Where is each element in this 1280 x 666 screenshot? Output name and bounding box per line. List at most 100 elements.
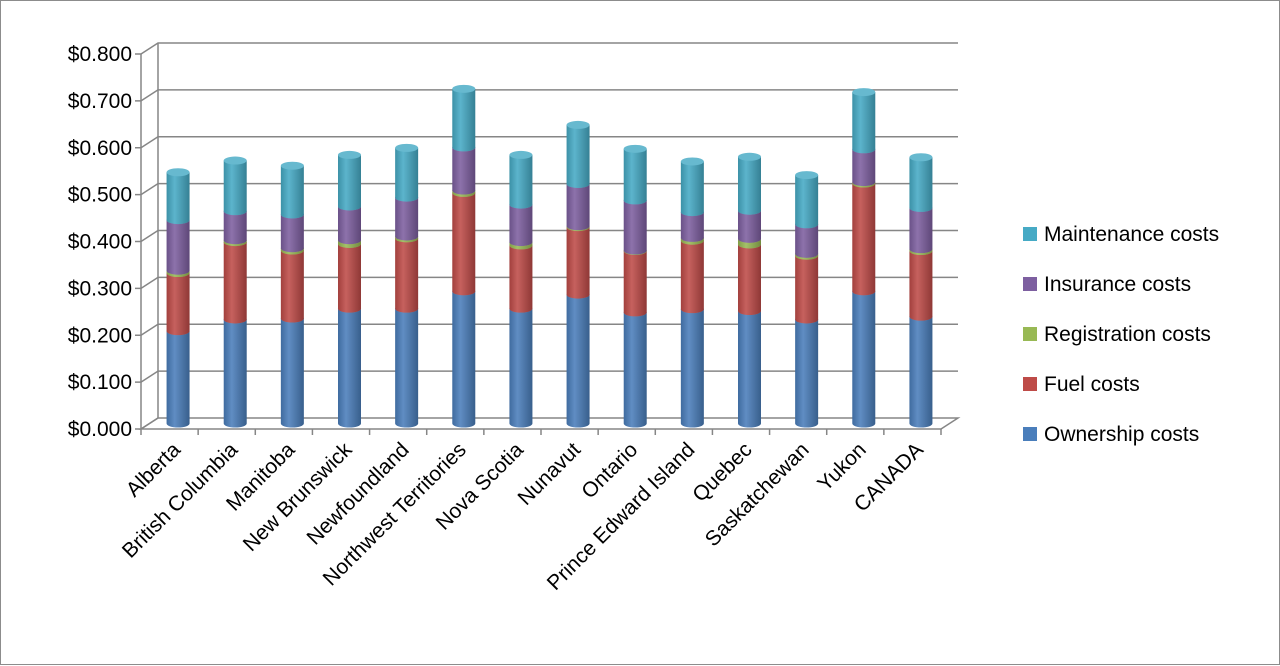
bar-segment — [280, 318, 304, 428]
bar-segment — [509, 204, 533, 247]
legend-swatch — [1023, 277, 1037, 291]
y-tick-label: $0.200 — [68, 324, 132, 347]
bar-segment-cap — [452, 84, 476, 93]
bar-segment — [623, 200, 647, 255]
bar-segment — [395, 147, 419, 202]
y-tick-label: $0.000 — [68, 418, 132, 441]
legend-item: Maintenance costs — [1023, 223, 1219, 246]
bar-segment — [623, 148, 647, 205]
bar-segment — [223, 211, 247, 245]
bar-segment — [738, 244, 761, 315]
legend-label: Ownership costs — [1044, 423, 1199, 446]
bar-segment — [452, 147, 476, 195]
bar-segment — [852, 92, 876, 154]
bar-stack — [566, 120, 590, 428]
legend-label: Registration costs — [1044, 323, 1211, 346]
legend-label: Maintenance costs — [1044, 223, 1219, 246]
bar-segment — [566, 183, 590, 231]
bar-segment — [166, 220, 190, 275]
gridline — [140, 42, 958, 55]
bar-stack — [909, 153, 933, 428]
gridline — [140, 370, 958, 383]
bar-segment — [680, 161, 704, 217]
legend-swatch — [1023, 327, 1037, 341]
bars — [166, 84, 933, 428]
bar-segment — [623, 312, 647, 428]
bar-segment — [680, 240, 704, 314]
y-axis-ticks: $0.000 $0.100 $0.200 $0.300 $0.400 $0.500 $0.6… — [68, 43, 942, 441]
bar-segment — [338, 154, 361, 211]
bar-segment-cap — [166, 168, 190, 177]
bar-stack — [395, 143, 419, 428]
bar-segment — [738, 156, 761, 215]
x-category-label: Newfoundland — [302, 438, 413, 549]
bar-segment — [738, 210, 761, 243]
x-category-label: Saskatchewan — [701, 438, 814, 551]
bar-stack — [509, 150, 533, 428]
chart-floor — [138, 417, 961, 430]
legend-swatch — [1023, 227, 1037, 241]
bar-segment — [223, 319, 247, 428]
bar-segment — [566, 294, 590, 428]
bar-segment-cap — [280, 161, 304, 170]
gridline — [140, 89, 958, 102]
gridline — [140, 136, 958, 149]
bar-segment — [280, 250, 304, 323]
bar-segment-cap — [223, 156, 247, 165]
legend-item: Insurance costs — [1023, 273, 1191, 296]
bar-stack — [452, 84, 476, 428]
bar-segment — [738, 311, 761, 428]
bar-segment — [395, 238, 419, 313]
gridlines — [140, 42, 958, 383]
bar-segment — [909, 207, 933, 254]
bar-segment — [566, 227, 590, 299]
legend-label: Fuel costs — [1044, 373, 1140, 396]
legend-item: Fuel costs — [1023, 373, 1140, 396]
bar-segment — [509, 154, 533, 209]
bar-segment — [223, 160, 247, 216]
y-tick-label: $0.500 — [68, 184, 132, 207]
bar-segment — [395, 308, 419, 428]
bar-segment — [452, 291, 476, 428]
bar-segment — [223, 242, 247, 324]
gridline — [140, 229, 958, 243]
bar-stack — [280, 161, 304, 428]
bar-segment — [166, 331, 190, 428]
bar-stack — [223, 156, 247, 428]
bar-segment — [166, 273, 190, 336]
bar-stack — [738, 152, 761, 428]
bar-stack — [338, 150, 361, 428]
x-category-label: Nunavut — [514, 438, 586, 510]
y-tick-label: $0.700 — [68, 90, 132, 113]
y-tick-label: $0.400 — [68, 231, 132, 254]
chart-walls — [138, 43, 961, 430]
bar-segment-cap — [395, 143, 419, 152]
bar-segment-cap — [795, 171, 819, 180]
bar-segment — [680, 212, 704, 242]
bar-segment-cap — [852, 88, 876, 97]
gridline — [140, 276, 958, 290]
bar-segment — [452, 192, 476, 296]
bar-stack — [623, 144, 647, 428]
legend-swatch — [1023, 427, 1037, 441]
legend-item: Registration costs — [1023, 323, 1211, 346]
bar-segment — [909, 251, 933, 321]
bar-segment-cap — [566, 120, 590, 129]
gridline — [140, 182, 958, 196]
bar-stack — [166, 168, 190, 428]
bar-segment-cap — [338, 150, 361, 159]
bar-segment — [280, 165, 304, 219]
bar-segment-cap — [909, 153, 933, 162]
bar-segment — [795, 255, 819, 324]
bar-segment — [395, 197, 419, 241]
bar-segment — [852, 183, 876, 296]
bar-stack — [852, 88, 876, 428]
bar-segment — [338, 243, 361, 313]
bar-segment — [909, 316, 933, 428]
bar-segment — [566, 124, 590, 188]
bar-segment — [852, 291, 876, 428]
bar-segment — [795, 319, 819, 428]
y-tick-label: $0.300 — [68, 277, 132, 300]
